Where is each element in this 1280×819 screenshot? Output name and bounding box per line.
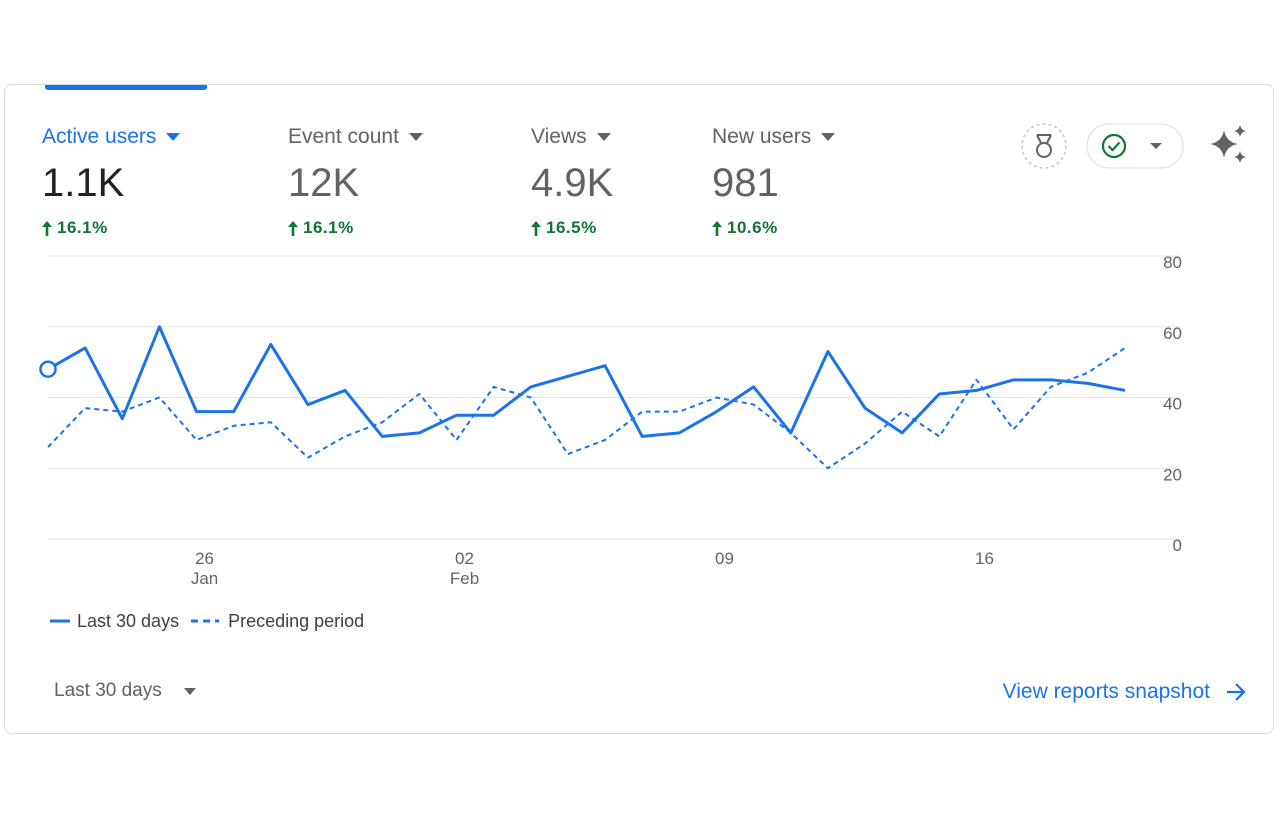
y-tick-label: 20 xyxy=(1163,465,1182,484)
metric-label: Views xyxy=(531,125,587,148)
y-tick-label: 60 xyxy=(1163,324,1182,343)
caret xyxy=(166,133,181,141)
metric-tab[interactable]: Active users 1.1K 16.1% xyxy=(42,124,181,238)
metric-value: 12K xyxy=(288,161,360,205)
current-point xyxy=(39,360,57,378)
metric-change: 16.5% xyxy=(546,218,597,237)
tab-indicator xyxy=(45,85,207,90)
metric-change-row: 16.1% xyxy=(288,218,423,238)
status-dropdown[interactable] xyxy=(1086,123,1184,169)
x-tick-month: Feb xyxy=(450,569,479,588)
caret xyxy=(596,133,611,141)
metric-change-row: 10.6% xyxy=(712,218,835,238)
card xyxy=(4,84,1274,734)
metric-change: 16.1% xyxy=(303,218,354,237)
caret xyxy=(821,133,836,141)
metric-change: 10.6% xyxy=(727,218,778,237)
link-label: View reports snapshot xyxy=(1002,680,1210,703)
arrow-right xyxy=(1227,683,1246,701)
caret xyxy=(183,687,196,695)
up-arrow xyxy=(42,220,52,236)
caret xyxy=(408,133,423,141)
metric-value: 4.9K xyxy=(531,161,614,205)
metric-tab[interactable]: Event count 12K 16.1% xyxy=(288,124,423,238)
x-tick-label: 09 xyxy=(715,549,734,568)
metric-label-row: Event count xyxy=(288,124,423,150)
metric-change-row: 16.5% xyxy=(531,218,613,238)
legend-label: Preceding period xyxy=(228,611,364,631)
up-arrow xyxy=(531,220,541,236)
date-range-dropdown[interactable]: Last 30 days xyxy=(54,680,196,702)
x-tick-label: 26 xyxy=(195,549,214,568)
x-tick-label: 16 xyxy=(975,549,994,568)
up-arrow xyxy=(712,220,722,236)
metric-tab[interactable]: New users 981 10.6% xyxy=(712,124,836,238)
series-line xyxy=(47,347,1126,470)
x-tick-month: Jan xyxy=(191,569,218,588)
series-line xyxy=(47,325,1126,438)
metric-label-row: Views xyxy=(531,124,613,150)
metric-value: 981 xyxy=(712,161,779,205)
y-tick-label: 80 xyxy=(1163,253,1182,272)
metric-tab[interactable]: Views 4.9K 16.5% xyxy=(531,124,613,238)
insights-badge[interactable] xyxy=(1020,122,1068,170)
metric-change: 16.1% xyxy=(57,218,108,237)
y-tick-label: 40 xyxy=(1163,395,1182,414)
view-snapshot-link[interactable]: View reports snapshot xyxy=(1003,680,1246,704)
date-range-label: Last 30 days xyxy=(54,680,162,701)
metric-label: Active users xyxy=(42,125,157,148)
y-tick-label: 0 xyxy=(1173,536,1182,555)
up-arrow xyxy=(288,220,298,236)
metric-label: Event count xyxy=(288,125,399,148)
metric-value: 1.1K xyxy=(42,161,125,205)
x-tick-label: 02 xyxy=(455,549,474,568)
metric-label-row: Active users xyxy=(42,124,181,150)
metric-label-row: New users xyxy=(712,124,836,150)
legend-label: Last 30 days xyxy=(77,611,179,631)
metric-change-row: 16.1% xyxy=(42,218,180,238)
ai-sparkle[interactable] xyxy=(1208,124,1250,164)
metric-label: New users xyxy=(712,125,812,148)
